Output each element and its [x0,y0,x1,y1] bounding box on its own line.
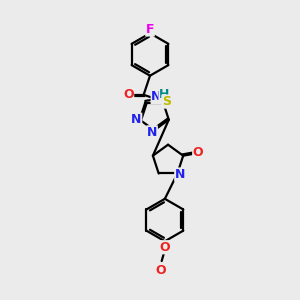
Text: N: N [131,113,142,126]
Text: O: O [155,264,166,277]
Text: F: F [146,23,154,36]
Text: N: N [147,126,157,139]
Text: H: H [159,88,169,101]
Text: O: O [160,241,170,254]
Text: O: O [123,88,134,101]
Text: O: O [193,146,203,159]
Text: S: S [162,95,171,108]
Text: N: N [151,90,162,104]
Text: N: N [175,168,185,181]
